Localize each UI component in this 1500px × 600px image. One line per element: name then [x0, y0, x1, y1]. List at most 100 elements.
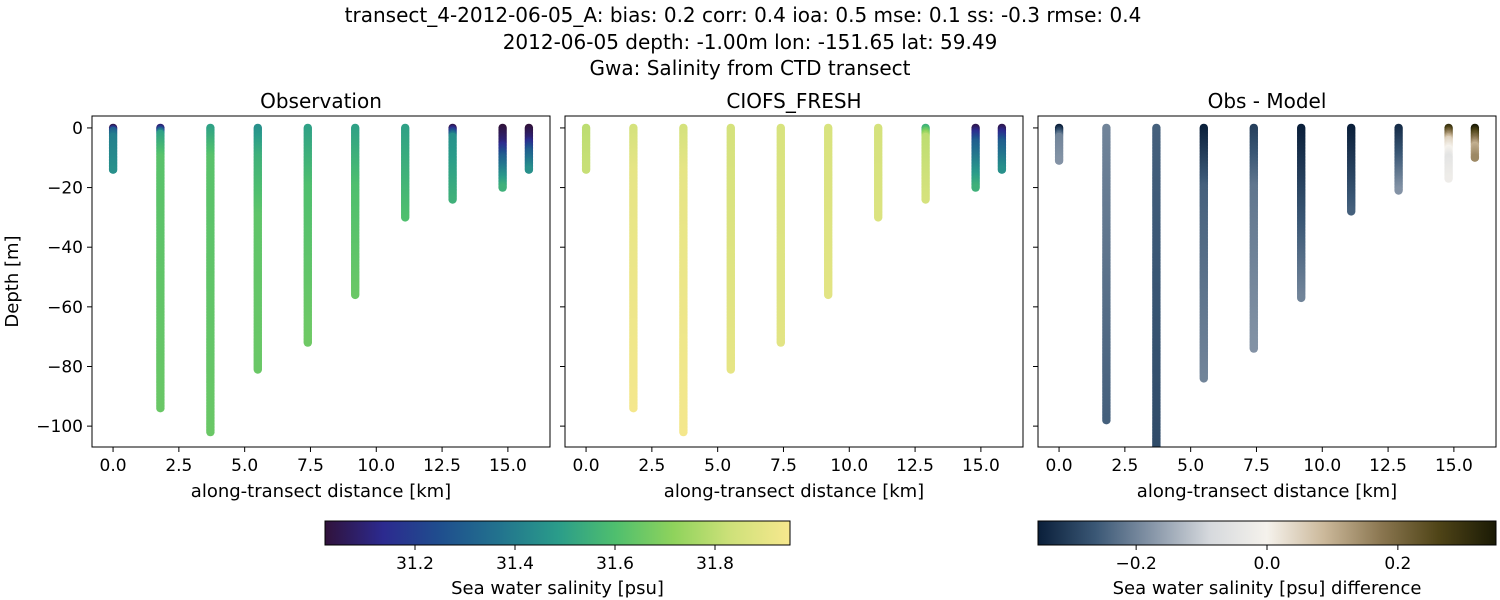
- colorbar-gradient: [324, 520, 791, 546]
- station-1: [1054, 123, 1064, 165]
- y-ticks: [1033, 127, 1038, 427]
- data-points: [108, 123, 534, 437]
- station-1: [581, 123, 591, 174]
- station-6: [824, 123, 833, 300]
- x-tick-label: 7.5: [770, 456, 797, 476]
- x-tick-label: 2.5: [1111, 456, 1138, 476]
- panels: Observation 0.0 2.5 5.0 7.5 10.0 12.5 15.0 along…: [2, 89, 1497, 502]
- x-tick-label: 5.0: [231, 456, 258, 476]
- colorbar-tick-label: 31.6: [596, 554, 634, 574]
- data-point: [581, 165, 591, 174]
- data-point: [1102, 416, 1111, 425]
- station-10: [524, 123, 534, 174]
- panel-title: Obs - Model: [1208, 89, 1327, 113]
- data-point: [303, 338, 312, 347]
- y-tick-label: −60: [47, 298, 83, 318]
- y-ticks: [560, 127, 565, 427]
- figure-title-line-2: 2012-06-05 depth: -1.00m lon: -151.65 la…: [503, 30, 998, 54]
- data-point: [1444, 174, 1453, 183]
- station-8: [448, 123, 457, 204]
- x-tick-label: 15.0: [489, 456, 527, 476]
- x-ticks: 0.0 2.5 5.0 7.5 10.0 12.5 15.0: [1046, 447, 1473, 476]
- colorbar-tick-label: 0.2: [1384, 554, 1411, 574]
- figure-title-line-1: transect_4-2012-06-05_A: bias: 0.2 corr:…: [345, 3, 1142, 27]
- x-tick-label: 2.5: [638, 456, 665, 476]
- data-point: [1152, 442, 1161, 447]
- colorbar-salinity: 31.2 31.4 31.6 31.8 Sea water salinity [psu]: [324, 520, 791, 599]
- colorbar-difference: −0.2 0.0 0.2 Sea water salinity [psu] diffe…: [1037, 520, 1497, 599]
- x-tick-label: 0.0: [1046, 456, 1073, 476]
- data-point: [1470, 153, 1480, 162]
- data-point: [874, 213, 883, 222]
- figure-title-line-3: Gwa: Salinity from CTD transect: [590, 56, 911, 80]
- x-tick-label: 0.0: [100, 456, 127, 476]
- x-tick-label: 10.0: [1303, 456, 1341, 476]
- colorbar-label: Sea water salinity [psu] difference: [1113, 578, 1422, 599]
- data-point: [824, 290, 833, 300]
- panel-title: Observation: [260, 89, 382, 113]
- data-points: [581, 123, 1007, 437]
- x-tick-label: 12.5: [423, 456, 461, 476]
- y-tick-label: −100: [36, 417, 83, 437]
- station-5: [1249, 123, 1259, 353]
- data-point: [401, 213, 410, 222]
- station-7: [401, 123, 410, 222]
- station-2: [156, 123, 165, 413]
- panel-observation: Observation 0.0 2.5 5.0 7.5 10.0 12.5 15.0 along…: [2, 89, 551, 502]
- x-tick-label: 12.5: [1369, 456, 1407, 476]
- x-axis-label: along-transect distance [km]: [1137, 481, 1397, 502]
- station-6: [1297, 123, 1306, 303]
- colorbar-tick-label: 31.4: [496, 554, 534, 574]
- x-tick-label: 15.0: [962, 456, 1000, 476]
- y-ticks: 0 −20 −40 −60 −80 −100: [36, 119, 92, 437]
- panel-difference: Obs - Model 0.0 2.5 5.0 7.5 10.0 12.5 15.0 along…: [1033, 89, 1497, 502]
- data-point: [253, 365, 262, 374]
- panel-model: CIOFS_FRESH 0.0 2.5 5.0 7.5 10.0 12.5 15.0 along…: [560, 89, 1024, 502]
- colorbar-tick-label: 0.0: [1253, 554, 1280, 574]
- x-axis-label: along-transect distance [km]: [664, 481, 924, 502]
- station-3: [1152, 123, 1161, 447]
- x-ticks: 0.0 2.5 5.0 7.5 10.0 12.5 15.0: [100, 447, 527, 476]
- station-6: [351, 123, 360, 300]
- station-9: [498, 123, 507, 192]
- data-point: [1054, 156, 1064, 165]
- data-point: [726, 365, 735, 374]
- station-7: [874, 123, 883, 222]
- station-5: [776, 123, 785, 347]
- station-3: [206, 123, 215, 437]
- y-tick-label: −20: [47, 179, 83, 199]
- data-point: [971, 183, 980, 192]
- station-9: [971, 123, 980, 192]
- axes-frame: [91, 115, 551, 448]
- x-tick-label: 5.0: [704, 456, 731, 476]
- colorbar-gradient: [1037, 520, 1497, 546]
- axes-frame: [1037, 115, 1497, 448]
- station-2: [629, 123, 638, 413]
- station-8: [1394, 123, 1403, 195]
- data-point: [776, 338, 785, 347]
- x-axis-label: along-transect distance [km]: [191, 481, 451, 502]
- x-tick-label: 2.5: [165, 456, 192, 476]
- station-4: [253, 123, 262, 374]
- x-tick-label: 5.0: [1177, 456, 1204, 476]
- data-points: [1054, 123, 1480, 447]
- data-point: [629, 404, 638, 413]
- y-tick-label: −80: [47, 357, 83, 377]
- station-2: [1102, 123, 1111, 425]
- data-point: [108, 165, 118, 174]
- x-ticks: 0.0 2.5 5.0 7.5 10.0 12.5 15.0: [573, 447, 1000, 476]
- station-8: [921, 123, 930, 204]
- x-tick-label: 7.5: [1243, 456, 1270, 476]
- x-tick-label: 0.0: [573, 456, 600, 476]
- data-point: [206, 427, 215, 437]
- panel-title: CIOFS_FRESH: [726, 89, 861, 113]
- data-point: [1199, 374, 1209, 383]
- station-9: [1444, 123, 1453, 183]
- data-point: [921, 195, 930, 204]
- station-4: [1199, 123, 1209, 383]
- x-tick-label: 15.0: [1435, 456, 1473, 476]
- y-axis-label: Depth [m]: [2, 235, 23, 327]
- colorbar-tick-label: −0.2: [1116, 554, 1157, 574]
- station-3: [679, 123, 688, 437]
